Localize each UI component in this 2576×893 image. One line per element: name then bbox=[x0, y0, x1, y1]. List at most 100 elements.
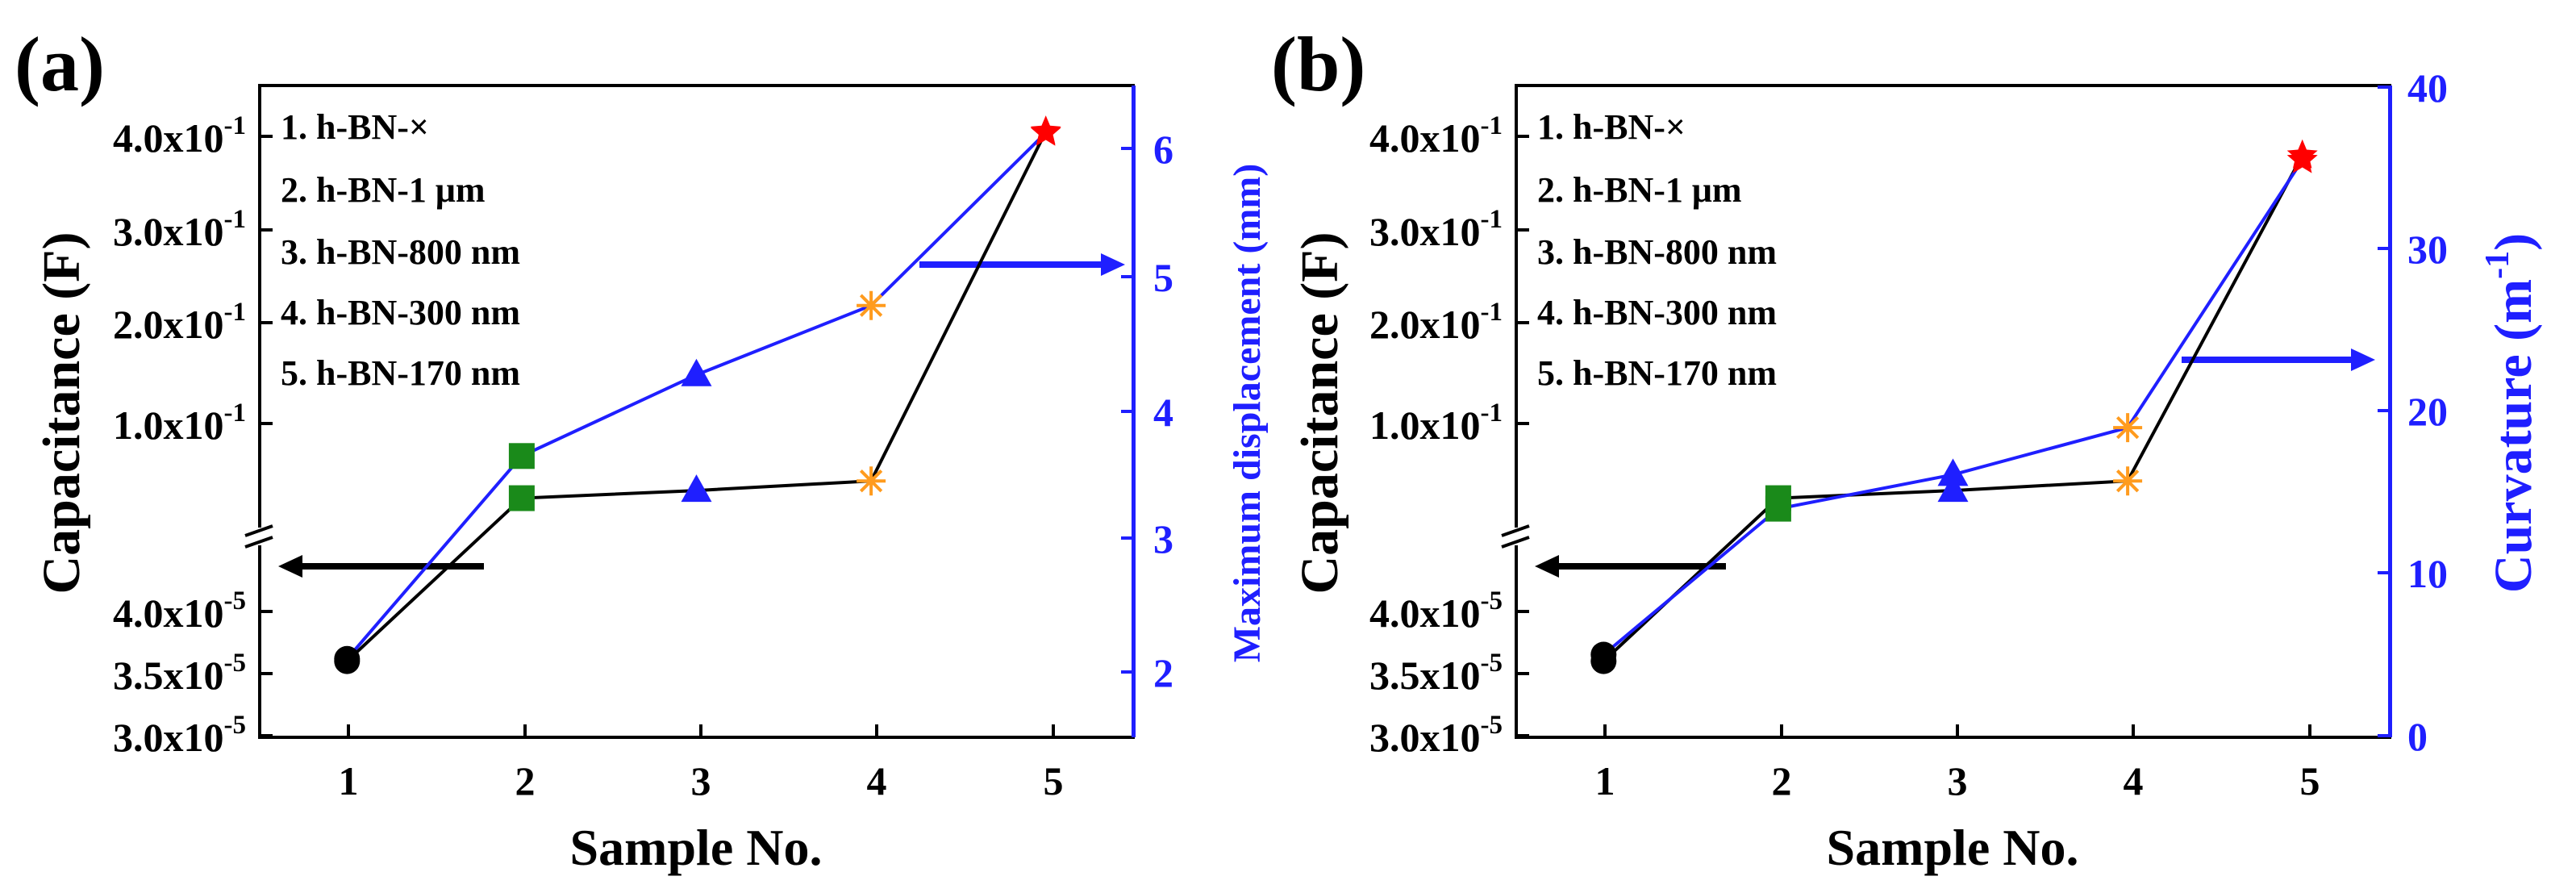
y-tick: 3.0x10-5 bbox=[113, 711, 273, 760]
right-tick-label: 20 bbox=[2407, 389, 2448, 434]
right-tick-label: 30 bbox=[2407, 227, 2448, 272]
annotation-arrow-left bbox=[278, 555, 484, 578]
marker-triangle bbox=[1937, 474, 1969, 503]
legend-item: 3. h-BN-800 nm bbox=[281, 232, 520, 272]
right-axis-line bbox=[2388, 86, 2392, 737]
marker-triangle bbox=[1937, 458, 1969, 486]
legend-item: 5. h-BN-170 nm bbox=[1537, 353, 1777, 393]
data-markers bbox=[1590, 139, 2318, 674]
x-tick-label: 5 bbox=[1044, 758, 1064, 803]
marker-triangle bbox=[681, 474, 712, 503]
marker-square bbox=[508, 485, 535, 511]
legend-item: 5. h-BN-170 nm bbox=[281, 353, 520, 393]
marker-square bbox=[1765, 495, 1791, 522]
y-lower-ticks: 3.0x10-5 3.5x10-5 4.0x10-5 bbox=[1369, 586, 1529, 760]
marker-asterisk bbox=[2113, 413, 2143, 443]
marker-star bbox=[1030, 116, 1061, 146]
right-tick-label: 10 bbox=[2407, 551, 2448, 596]
legend-item: 4. h-BN-300 nm bbox=[1537, 293, 1777, 332]
marker-circle bbox=[334, 645, 361, 672]
marker-asterisk bbox=[2113, 466, 2143, 496]
legend-item: 4. h-BN-300 nm bbox=[281, 293, 520, 332]
svg-text:1.0x10-1: 1.0x10-1 bbox=[113, 399, 246, 448]
x-tick-label: 2 bbox=[515, 758, 536, 803]
right-tick-label: 3 bbox=[1153, 516, 1173, 561]
svg-text:3.5x10-5: 3.5x10-5 bbox=[113, 649, 246, 698]
svg-text:3.0x10-5: 3.0x10-5 bbox=[113, 711, 246, 760]
marker-circle bbox=[1590, 641, 1617, 668]
panel-label: (a) bbox=[15, 21, 105, 107]
axis-break bbox=[244, 524, 273, 549]
x-axis-title: Sample No. bbox=[570, 819, 823, 876]
y-tick: 2.0x10-1 bbox=[113, 298, 273, 347]
y-tick: 3.5x10-5 bbox=[1369, 649, 1529, 698]
y-tick: 3.0x10-1 bbox=[1369, 205, 1529, 254]
y-tick: 4.0x10-5 bbox=[113, 586, 273, 636]
capacitance-series bbox=[345, 131, 1048, 663]
y-tick: 1.0x10-1 bbox=[113, 399, 273, 448]
legend-item: 1. h-BN-× bbox=[281, 107, 429, 147]
displacement-series bbox=[345, 131, 1048, 661]
panel-b: (b) 1.0x10-1 2.0x10-1 3.0x10-1 4.0 bbox=[1271, 21, 2543, 876]
right-axis-ticks: 0 10 20 30 40 bbox=[2378, 65, 2448, 759]
y-lower-ticks: 3.0x10-5 3.5x10-5 4.0x10-5 bbox=[113, 586, 273, 760]
legend-item: 1. h-BN-× bbox=[1537, 107, 1686, 147]
marker-triangle bbox=[681, 358, 712, 386]
svg-text:4.0x10-1: 4.0x10-1 bbox=[1369, 111, 1503, 161]
y-upper-ticks: 1.0x10-1 2.0x10-1 3.0x10-1 4.0x10-1 bbox=[1369, 111, 1529, 448]
annotation-arrow-left bbox=[1535, 555, 1726, 578]
marker-star bbox=[2286, 144, 2318, 173]
right-tick-label: 40 bbox=[2407, 65, 2448, 111]
right-tick-label: 0 bbox=[2407, 714, 2428, 759]
right-tick-label: 5 bbox=[1153, 255, 1173, 300]
right-axis-title: Maximum displacement (mm) bbox=[1226, 164, 1269, 663]
svg-text:1.0x10-1: 1.0x10-1 bbox=[1369, 399, 1503, 448]
y-tick: 4.0x10-5 bbox=[1369, 586, 1529, 636]
legend-item: 2. h-BN-1 μm bbox=[281, 170, 486, 210]
y-tick: 4.0x10-1 bbox=[1369, 111, 1529, 161]
x-tick-label: 5 bbox=[2300, 758, 2320, 803]
panel-a: (a) 1.0x10-1 2.0x10-1 3.0x10-1 bbox=[15, 21, 1269, 876]
right-tick-label: 2 bbox=[1153, 650, 1173, 695]
right-tick-label: 6 bbox=[1153, 127, 1173, 172]
y-tick: 3.0x10-1 bbox=[113, 205, 273, 254]
right-axis-title: Curvature (m-1) bbox=[2479, 233, 2543, 593]
right-axis-line-series bbox=[345, 131, 1048, 661]
marker-asterisk bbox=[857, 466, 886, 496]
y-tick: 4.0x10-1 bbox=[113, 111, 273, 161]
axis-break bbox=[1501, 524, 1530, 549]
x-tick-label: 1 bbox=[1595, 758, 1615, 803]
y-axis-title: Capacitance (F) bbox=[1290, 232, 1349, 594]
capacitance-series bbox=[1602, 154, 2304, 663]
svg-text:4.0x10-5: 4.0x10-5 bbox=[1369, 586, 1503, 636]
svg-text:3.0x10-1: 3.0x10-1 bbox=[113, 205, 246, 254]
legend-item: 2. h-BN-1 μm bbox=[1537, 170, 1742, 210]
svg-text:2.0x10-1: 2.0x10-1 bbox=[113, 298, 246, 347]
legend-item: 3. h-BN-800 nm bbox=[1537, 232, 1777, 272]
annotation-arrow-right bbox=[919, 253, 1125, 276]
data-markers bbox=[334, 115, 1061, 674]
capacitance-line bbox=[1602, 154, 2304, 663]
x-tick-label: 3 bbox=[1948, 758, 1968, 803]
legend: 1. h-BN-× 2. h-BN-1 μm 3. h-BN-800 nm 4.… bbox=[281, 107, 520, 393]
svg-text:4.0x10-1: 4.0x10-1 bbox=[113, 111, 246, 161]
x-tick-label: 4 bbox=[2124, 758, 2144, 803]
svg-text:3.5x10-5: 3.5x10-5 bbox=[1369, 649, 1503, 698]
right-axis-line bbox=[1132, 86, 1136, 737]
x-tick-label: 1 bbox=[339, 758, 359, 803]
y-upper-ticks: 1.0x10-1 2.0x10-1 3.0x10-1 4.0x10-1 bbox=[113, 111, 273, 448]
marker-asterisk bbox=[857, 290, 886, 320]
y-tick: 1.0x10-1 bbox=[1369, 399, 1529, 448]
marker-square bbox=[508, 443, 535, 469]
y-tick: 3.5x10-5 bbox=[113, 649, 273, 698]
svg-text:3.0x10-5: 3.0x10-5 bbox=[1369, 711, 1503, 760]
right-axis-ticks: 2 3 4 5 6 bbox=[1121, 127, 1173, 695]
x-tick-label: 2 bbox=[1772, 758, 1792, 803]
svg-text:3.0x10-1: 3.0x10-1 bbox=[1369, 205, 1503, 254]
panel-label: (b) bbox=[1271, 21, 1365, 107]
x-tick-label: 3 bbox=[691, 758, 711, 803]
y-axis-title: Capacitance (F) bbox=[32, 232, 91, 594]
svg-text:2.0x10-1: 2.0x10-1 bbox=[1369, 298, 1503, 347]
capacitance-line bbox=[345, 131, 1048, 663]
x-tick-label: 4 bbox=[867, 758, 887, 803]
